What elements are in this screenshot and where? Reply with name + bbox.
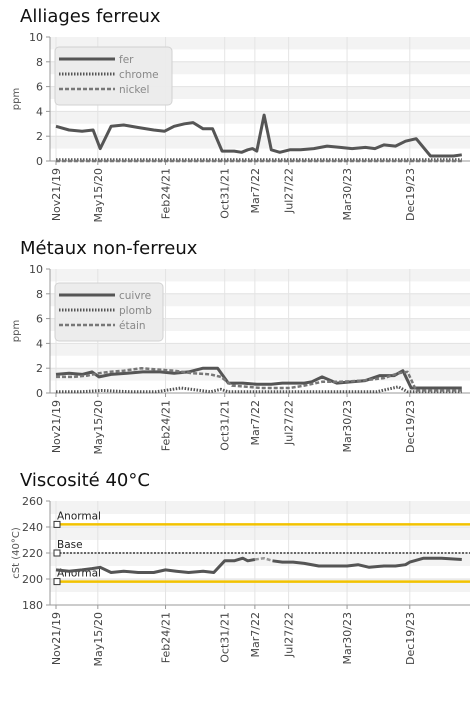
x-tick-label: Dec19/23 <box>404 168 417 221</box>
x-tick-label: Nov21/19 <box>50 400 63 453</box>
x-tick-label: May15/20 <box>92 400 105 454</box>
chart-viscosite: Viscosité 40°C 180 200 220 240 260 cSt (40°C)… <box>0 470 474 702</box>
y-tick-label: 240 <box>22 521 43 534</box>
grid-band <box>50 553 470 566</box>
legend-label: étain <box>119 320 146 332</box>
legend-label: fer <box>119 54 134 66</box>
grid-band <box>50 527 470 540</box>
x-tick-label: Feb24/21 <box>160 612 173 663</box>
y-tick-label: 200 <box>22 573 43 586</box>
chart-title: Viscosité 40°C <box>20 470 150 491</box>
y-tick-label: 10 <box>29 31 43 44</box>
x-tick-label: Mar30/23 <box>341 612 354 664</box>
reference-marker <box>53 549 61 557</box>
legend-box <box>54 282 164 342</box>
x-tick-label: Dec19/23 <box>404 612 417 665</box>
y-tick-label: 8 <box>36 56 43 69</box>
y-axis-label: cSt (40°C) <box>11 527 22 579</box>
series-line-étain <box>56 366 462 392</box>
x-tick-label: May15/20 <box>92 612 105 666</box>
chart-title: Alliages ferreux <box>20 6 161 27</box>
y-tick-label: 4 <box>36 337 43 350</box>
legend-label: plomb <box>119 305 152 317</box>
legend-box <box>54 46 173 106</box>
grid-band <box>50 269 470 282</box>
series-line-1 <box>254 556 273 562</box>
chart-metaux-non-ferreux: Métaux non-ferreux 0 2 4 6 8 10 ppm Nov21/19 May… <box>0 235 474 470</box>
x-tick-label: Jul27/22 <box>283 612 296 658</box>
series-line-plomb <box>56 385 462 394</box>
series-line-2 <box>272 556 462 569</box>
series-line-fer <box>55 113 463 158</box>
y-tick-label: 0 <box>36 155 43 168</box>
x-tick-label: Feb24/21 <box>160 168 173 219</box>
chart-title: Métaux non-ferreux <box>20 238 198 259</box>
x-tick-label: Oct31/21 <box>219 168 232 219</box>
x-tick-label: Dec19/23 <box>404 400 417 453</box>
grid-band <box>50 501 470 514</box>
chart-svg: 180 200 220 240 260 cSt (40°C) Nov21/19 May15/2… <box>11 495 470 666</box>
grid-band <box>50 111 470 124</box>
legend-label: nickel <box>119 84 149 96</box>
x-tick-label: Jul27/22 <box>283 168 296 214</box>
y-tick-label: 8 <box>36 288 43 301</box>
grid-band <box>50 37 470 50</box>
y-tick-label: 260 <box>22 495 43 508</box>
x-tick-label: Mar7/22 <box>249 168 262 213</box>
reference-marker <box>53 578 61 586</box>
series-line-0 <box>55 556 256 574</box>
x-tick-label: Mar7/22 <box>249 612 262 657</box>
y-tick-label: 2 <box>36 362 43 375</box>
x-tick-label: Jul27/22 <box>283 400 296 446</box>
x-tick-label: Feb24/21 <box>160 400 173 451</box>
chart-svg: 0 2 4 6 8 10 ppm Nov21/19 May15/20 Feb24/21 Oct31/… <box>11 31 470 222</box>
y-tick-label: 4 <box>36 105 43 118</box>
legend-label: chrome <box>119 69 159 81</box>
x-tick-label: Mar30/23 <box>341 400 354 452</box>
x-tick-label: Mar7/22 <box>249 400 262 445</box>
x-tick-label: Mar30/23 <box>341 168 354 220</box>
y-tick-label: 6 <box>36 313 43 326</box>
x-tick-label: Nov21/19 <box>50 612 63 665</box>
y-tick-label: 6 <box>36 81 43 94</box>
y-tick-label: 2 <box>36 130 43 143</box>
y-tick-label: 0 <box>36 387 43 400</box>
x-tick-label: May15/20 <box>92 168 105 222</box>
x-tick-label: Oct31/21 <box>219 400 232 451</box>
chart-svg: 0 2 4 6 8 10 ppm Nov21/19 May15/20 Feb24/21 Oct31/… <box>11 263 470 454</box>
x-tick-label: Nov21/19 <box>50 168 63 221</box>
x-tick-label: Oct31/21 <box>219 612 232 663</box>
series-line-cuivre <box>55 366 462 390</box>
y-axis-label: ppm <box>11 88 22 110</box>
chart-alliages-ferreux: Alliages ferreux 0 2 4 6 8 10 ppm Nov21/19 May15… <box>0 0 474 235</box>
reference-label: Anormal <box>57 510 101 522</box>
y-tick-label: 180 <box>22 599 43 612</box>
y-tick-label: 220 <box>22 547 43 560</box>
reference-marker <box>53 520 61 528</box>
legend-label: cuivre <box>119 290 151 302</box>
y-tick-label: 10 <box>29 263 43 276</box>
grid-band <box>50 343 470 356</box>
y-axis-label: ppm <box>11 320 22 342</box>
reference-label: Base <box>57 539 83 551</box>
